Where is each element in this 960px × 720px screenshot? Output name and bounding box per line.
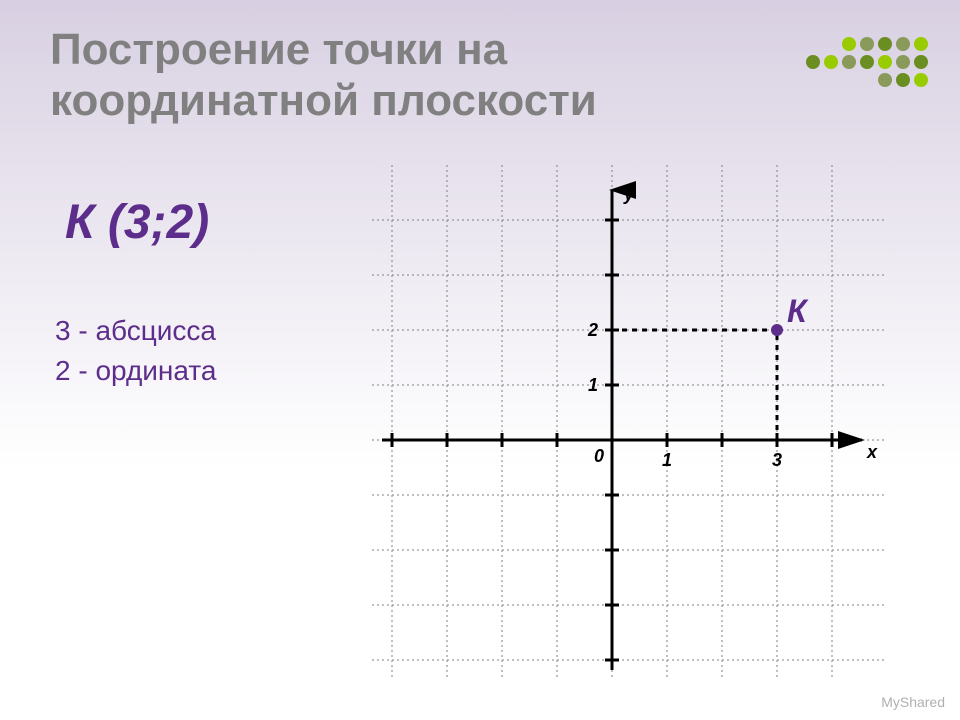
svg-text:3: 3 [772, 450, 782, 470]
abscissa-definition: 3 - абсцисса [55, 315, 216, 347]
svg-text:1: 1 [588, 375, 598, 395]
svg-text:2: 2 [587, 320, 598, 340]
svg-text:К: К [787, 293, 809, 329]
watermark: MyShared [881, 694, 945, 710]
title-line-1: Построение точки на [50, 25, 507, 74]
title-line-2: координатной плоскости [50, 76, 597, 125]
coordinate-plane-chart: Кх у 0 1 3 1 2 [372, 165, 892, 685]
slide-title: Построение точки на координатной плоскос… [50, 25, 597, 126]
decorative-dots [804, 35, 930, 94]
svg-text:х: х [866, 442, 878, 462]
svg-text:1: 1 [662, 450, 672, 470]
point-coordinates-label: К (3;2) [65, 195, 209, 250]
svg-text:у: у [623, 184, 635, 204]
ordinate-definition: 2 - ордината [55, 355, 216, 387]
svg-text:0: 0 [594, 446, 604, 466]
